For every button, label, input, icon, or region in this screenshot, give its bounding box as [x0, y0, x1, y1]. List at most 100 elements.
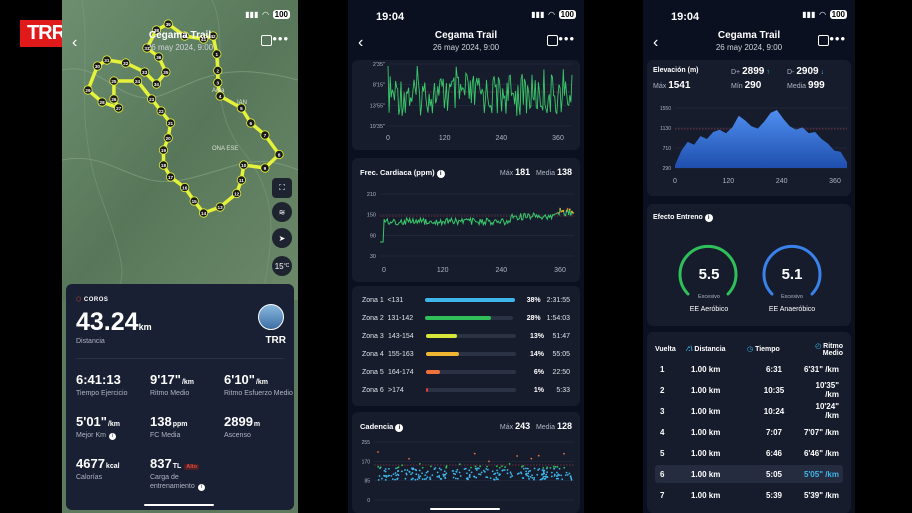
- route-marker[interactable]: 11: [236, 175, 246, 185]
- route-marker[interactable]: 20: [163, 133, 173, 143]
- route-marker[interactable]: 15: [189, 196, 199, 206]
- route-marker-dot: [147, 94, 157, 104]
- cadence-point: [474, 467, 477, 470]
- route-marker[interactable]: 9: [260, 163, 270, 173]
- elev-ytick: 1130: [660, 126, 671, 132]
- route-marker[interactable]: 13: [215, 202, 225, 212]
- route-marker[interactable]: 22: [156, 106, 166, 116]
- route-marker[interactable]: 6: [246, 118, 256, 128]
- info-icon[interactable]: i: [395, 424, 404, 432]
- info-icon[interactable]: i: [436, 170, 445, 178]
- avatar[interactable]: [258, 304, 284, 330]
- share-icon[interactable]: [818, 35, 829, 46]
- map-place-label: ONA ESE: [212, 146, 238, 152]
- pace-chart[interactable]: 2'35" 8'15" 13'55" 19'35"0 120 240 360: [352, 60, 580, 150]
- training-effect-title-text: Efecto Entreno: [653, 214, 703, 221]
- route-marker[interactable]: 18: [158, 160, 169, 170]
- route-marker[interactable]: 26: [109, 94, 119, 104]
- laps-col-pace[interactable]: ◴ Ritmo Medio: [801, 342, 843, 357]
- back-icon[interactable]: ‹: [358, 34, 364, 51]
- route-marker[interactable]: 40: [180, 31, 190, 41]
- route-marker[interactable]: 2: [213, 65, 223, 76]
- route-marker[interactable]: 36: [154, 52, 164, 62]
- route-marker[interactable]: 8: [274, 149, 284, 160]
- route-marker[interactable]: 42: [208, 31, 218, 41]
- route-marker-dot: [212, 49, 222, 59]
- cadence-point: [443, 474, 446, 476]
- cadence-point: [438, 474, 441, 477]
- stat-value: 138: [150, 414, 172, 429]
- lap-row[interactable]: 6 1.00 km 5:05 5'05" /km: [655, 465, 843, 483]
- route-marker[interactable]: 7: [260, 130, 270, 140]
- compass-icon[interactable]: ➤: [272, 228, 292, 248]
- route-marker[interactable]: 5: [236, 103, 246, 113]
- route-marker[interactable]: 12: [232, 188, 242, 199]
- lap-distance: 1.00 km: [691, 448, 721, 458]
- cadence-point: [520, 465, 523, 468]
- route-marker[interactable]: 19: [158, 145, 169, 155]
- back-icon[interactable]: ‹: [72, 34, 78, 51]
- lap-row[interactable]: 3 1.00 km 10:24 10'24" /km: [655, 402, 843, 420]
- lap-row[interactable]: 4 1.00 km 7:07 7'07" /km: [655, 423, 843, 441]
- route-marker[interactable]: 23: [147, 94, 157, 104]
- route-marker-label: 1: [216, 52, 219, 57]
- route-marker[interactable]: 3: [213, 77, 223, 88]
- cadence-point: [558, 474, 561, 477]
- zone-bar: [426, 388, 516, 392]
- route-marker[interactable]: 14: [199, 208, 209, 218]
- route-marker-label: 22: [159, 109, 165, 114]
- lap-row[interactable]: 2 1.00 km 10:35 10'35" /km: [655, 381, 843, 399]
- cadence-point: [477, 467, 480, 470]
- route-marker[interactable]: 24: [132, 76, 143, 86]
- share-icon[interactable]: [547, 35, 558, 46]
- route-marker[interactable]: 27: [114, 103, 124, 113]
- more-icon[interactable]: •••: [558, 31, 575, 46]
- laps-col-distance[interactable]: ⁄:\ Distancia: [687, 346, 747, 353]
- route-marker[interactable]: 31: [102, 55, 112, 65]
- route-marker[interactable]: 16: [180, 182, 190, 193]
- route-marker[interactable]: 38: [151, 25, 162, 35]
- info-icon[interactable]: i: [704, 214, 713, 222]
- route-marker[interactable]: 25: [109, 76, 119, 86]
- cadence-point: [495, 476, 498, 479]
- route-marker[interactable]: 29: [83, 85, 93, 95]
- cadence-chart[interactable]: 255 170 85 0: [352, 438, 580, 513]
- lap-pace: 10'24" /km: [815, 402, 840, 420]
- route-marker[interactable]: 32: [121, 58, 131, 68]
- lap-row[interactable]: 1 1.00 km 6:31 6'31" /km: [655, 360, 843, 378]
- lap-row[interactable]: 5 1.00 km 6:46 6'46" /km: [655, 444, 843, 462]
- laps-col-time[interactable]: ◷ Tiempo: [747, 345, 801, 353]
- info-icon[interactable]: i: [108, 433, 116, 440]
- route-marker[interactable]: 4: [215, 91, 225, 101]
- route-marker[interactable]: 37: [142, 43, 152, 53]
- route-marker[interactable]: 1: [212, 49, 222, 59]
- more-icon[interactable]: •••: [272, 31, 289, 46]
- route-marker[interactable]: 33: [140, 67, 150, 77]
- lap-pace: 6'31" /km: [803, 364, 839, 374]
- hr-chart[interactable]: 210 150 90 30 0 120 240 360: [352, 182, 580, 282]
- route-marker[interactable]: 30: [92, 61, 103, 71]
- share-icon[interactable]: [261, 35, 272, 46]
- back-icon[interactable]: ‹: [653, 34, 659, 51]
- info-icon[interactable]: i: [197, 484, 205, 491]
- route-marker[interactable]: 28: [97, 97, 107, 107]
- map-view[interactable]: 1234567891011121314151617181920212223242…: [62, 0, 298, 300]
- cadence-point: [408, 471, 411, 473]
- cadence-point: [498, 466, 501, 469]
- route-marker[interactable]: 39: [163, 19, 173, 29]
- route-marker[interactable]: 35: [161, 67, 171, 77]
- route-marker-dot: [165, 172, 176, 182]
- route-marker[interactable]: 10: [239, 160, 249, 170]
- fullscreen-icon[interactable]: ⛶: [272, 178, 292, 198]
- more-icon[interactable]: •••: [829, 31, 846, 46]
- cadence-point: [384, 468, 387, 470]
- route-marker[interactable]: 41: [199, 34, 209, 44]
- zone-percent: 13%: [529, 332, 544, 340]
- lap-row[interactable]: 7 1.00 km 5:39 5'39" /km: [655, 486, 843, 504]
- route-marker[interactable]: 17: [165, 172, 176, 182]
- cadence-point: [522, 467, 525, 470]
- route-marker[interactable]: 34: [151, 79, 162, 89]
- layers-icon[interactable]: ≋: [272, 202, 292, 222]
- route-marker[interactable]: 21: [165, 118, 176, 128]
